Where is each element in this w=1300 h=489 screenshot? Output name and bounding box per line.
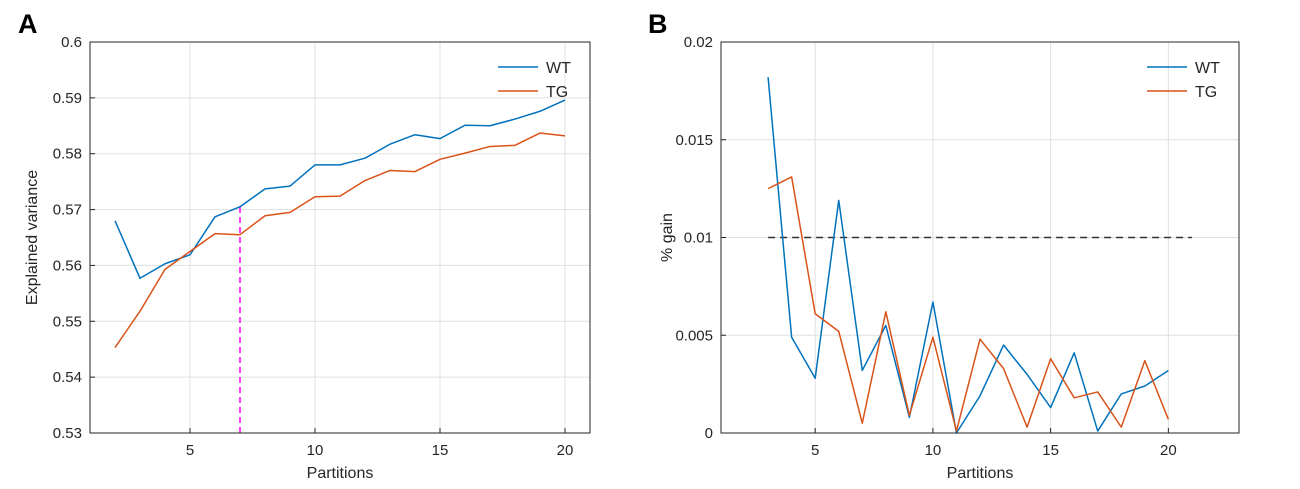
- panel-b-legend-tg-label: TG: [1195, 84, 1217, 101]
- panel-b-y-tick-label: 0.02: [684, 34, 713, 51]
- panel-a-y-tick-label: 0.6: [61, 34, 82, 51]
- panel-b-y-tick-label: 0: [705, 425, 713, 442]
- panel-b-legend-wt-label: WT: [1195, 60, 1220, 77]
- panel-b-y-tick-label: 0.01: [684, 230, 713, 247]
- panel-b-letter: B: [648, 9, 668, 39]
- panel-a-x-tick-label: 10: [307, 442, 324, 459]
- panel-a-letter: A: [18, 9, 38, 39]
- panel-b-tick-labels: 5 10 15 20 0 0.005 0.01 0.015 0.02: [675, 34, 1176, 459]
- panel-b-x-tick-label: 20: [1160, 442, 1177, 459]
- panel-a-y-tick-label: 0.58: [53, 146, 82, 163]
- panel-a-y-tick-label: 0.56: [53, 257, 82, 274]
- panel-a-x-tick-label: 20: [557, 442, 574, 459]
- panel-a-y-tick-label: 0.59: [53, 90, 82, 107]
- panel-b-x-tick-label: 10: [925, 442, 942, 459]
- panel-a-x-axis-label: Partitions: [307, 465, 374, 482]
- panel-a-tick-labels: 5 10 15 20 0.53 0.54 0.55 0.56 0.57 0.58 0.59 0.6: [53, 34, 574, 459]
- panel-a-x-tick-label: 5: [186, 442, 194, 459]
- panel-a-y-tick-label: 0.55: [53, 313, 82, 330]
- panel-a-series-line-wt: [114, 99, 566, 280]
- panel-b-y-tick-label: 0.005: [675, 327, 713, 344]
- panel-a-chart: 5 10 15 20 0.53 0.54 0.55 0.56 0.57 0.58 0.59 0.6 P…: [24, 34, 591, 482]
- panel-a-grid: [90, 41, 590, 434]
- panel-b-series-line-wt: [767, 77, 1169, 434]
- panel-a-legend-tg-label: TG: [546, 84, 568, 101]
- panel-b-x-tick-label: 5: [811, 442, 819, 459]
- panel-b-series-line-tg: [767, 176, 1170, 432]
- panel-a-x-tick-label: 15: [432, 442, 449, 459]
- panel-a-series-line-tg: [114, 132, 566, 348]
- panel-a-y-tick-label: 0.53: [53, 425, 82, 442]
- panel-a-series: [114, 99, 566, 348]
- panel-a-y-tick-label: 0.54: [53, 369, 82, 386]
- panel-b-x-tick-label: 15: [1042, 442, 1059, 459]
- panel-a-legend: WT TG: [498, 60, 571, 101]
- panel-b-series: [767, 77, 1170, 434]
- panel-b-legend: WT TG: [1147, 60, 1220, 101]
- panel-b-y-axis-label: % gain: [659, 213, 676, 262]
- panel-b-y-tick-label: 0.015: [675, 132, 713, 149]
- panel-a-axes-box: [89, 41, 591, 434]
- panel-a-y-tick-label: 0.57: [53, 202, 82, 219]
- panel-a-legend-wt-label: WT: [546, 60, 571, 77]
- panel-b-x-axis-label: Partitions: [947, 465, 1014, 482]
- panel-a-y-axis-label: Explained variance: [24, 170, 41, 305]
- panel-b-chart: 5 10 15 20 0 0.005 0.01 0.015 0.02 Partitions % …: [659, 34, 1240, 482]
